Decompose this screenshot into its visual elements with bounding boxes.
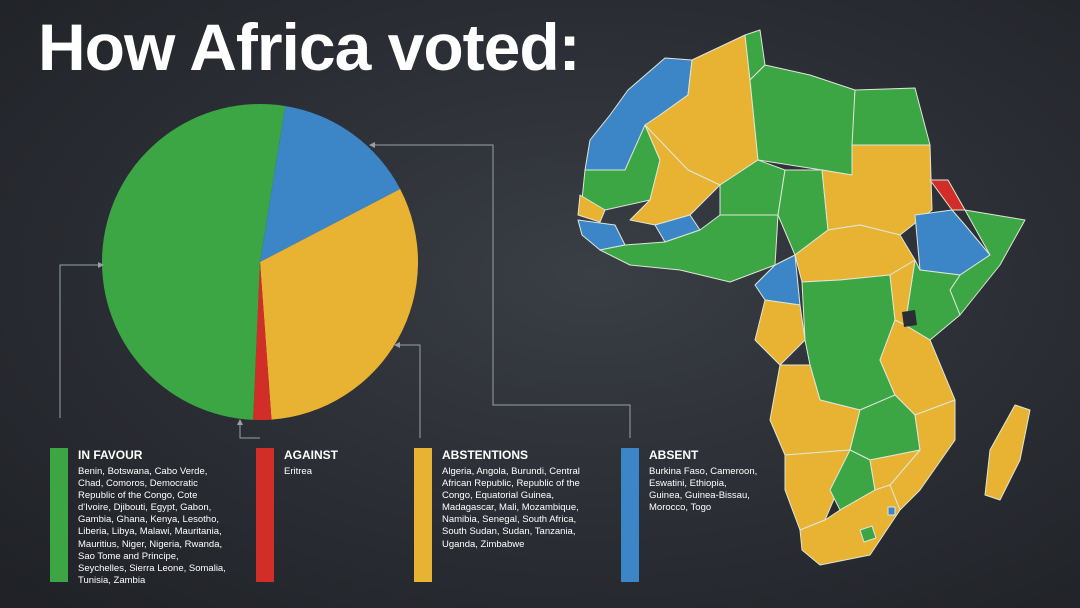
legend-swatch-absent [621,448,639,582]
map-region-favour-libya [749,64,856,176]
map-region-abstention-madagascar [984,404,1031,501]
legend-countries-absent: Burkina Faso, Cameroon, Eswatini, Ethiop… [649,466,758,514]
connector-abstentions [400,344,421,438]
legend-heading-against: AGAINST [284,448,338,462]
legend-countries-in-favour: Benin, Botswana, Cabo Verde, Chad, Comor… [78,466,226,586]
connector-absent [375,144,631,438]
map-region-against-eritrea [929,179,966,211]
map-region-absent-eswatini [887,506,896,516]
pie-slice-in-favour [101,103,286,420]
arrow-against [237,419,243,425]
map-region-absent-guinea [577,219,626,251]
map-region-abstention-senegal [577,194,606,223]
pie-slice-abstentions [260,189,418,420]
africa-vote-map [577,29,1031,566]
pie-slice-against [253,262,272,420]
legend-heading-in-favour: IN FAVOUR [78,448,143,462]
legend-heading-absent: ABSENT [649,448,699,462]
pie-slice-absent [260,106,401,263]
legend-swatch-against [256,448,274,582]
legend-swatch-abstentions [414,448,432,582]
connector-against [239,425,260,439]
map-region-favour-west-coast [599,214,779,283]
map-region-favour-lesotho [859,525,877,543]
map-region-favour-egypt [851,87,931,146]
connector-in-favour [59,264,98,418]
arrow-abstentions [394,342,400,348]
arrow-absent [369,142,375,148]
legend-countries-abstentions: Algeria, Angola, Burundi, Central Africa… [442,466,580,550]
legend-countries-against: Eritrea [284,466,312,477]
legend-swatch-in-favour [50,448,68,582]
page-title: How Africa voted: [38,10,581,84]
map-region-abstention-congo [754,299,806,366]
map-lake-victoria [902,310,917,327]
map-region-abstention-south-africa [799,484,901,566]
arrow-in-favour [98,262,104,268]
legend-heading-abstentions: ABSTENTIONS [442,448,529,462]
